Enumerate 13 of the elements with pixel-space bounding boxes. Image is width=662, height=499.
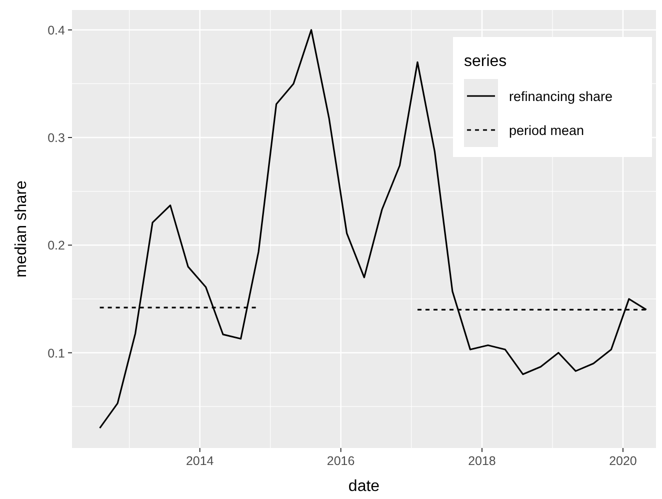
x-axis-title: date bbox=[348, 478, 380, 495]
legend-label: refinancing share bbox=[509, 89, 613, 104]
x-tick-label: 2014 bbox=[186, 454, 214, 468]
x-tick-label: 2016 bbox=[326, 454, 355, 468]
y-axis-title: median share bbox=[13, 180, 30, 278]
x-tick-label: 2020 bbox=[609, 454, 637, 468]
y-tick-label: 0.3 bbox=[48, 131, 66, 146]
legend-label: period mean bbox=[509, 123, 584, 138]
legend-title: series bbox=[464, 53, 507, 70]
x-tick-label: 2018 bbox=[468, 454, 496, 468]
y-tick-label: 0.1 bbox=[48, 346, 66, 360]
y-tick-label: 0.4 bbox=[48, 23, 66, 38]
y-tick-label: 0.2 bbox=[48, 238, 66, 253]
